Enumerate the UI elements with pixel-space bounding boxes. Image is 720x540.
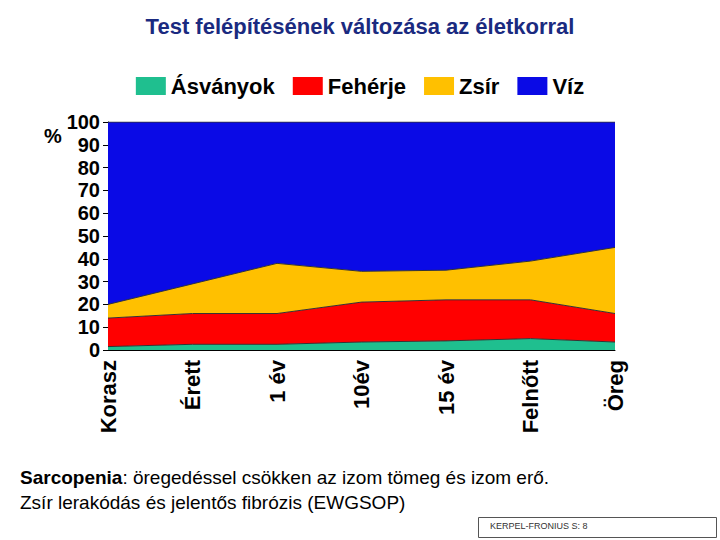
svg-text:100: 100 [67, 111, 100, 133]
svg-text:Korasz: Korasz [96, 360, 121, 433]
svg-text:KERPEL-FRONIUS S: 8: KERPEL-FRONIUS S: 8 [490, 521, 588, 531]
svg-text:30: 30 [78, 271, 100, 293]
svg-text:Víz: Víz [552, 74, 584, 99]
svg-text:70: 70 [78, 179, 100, 201]
svg-text:Test felépítésének változása a: Test felépítésének változása az életkorr… [146, 14, 575, 39]
svg-text:10év: 10év [349, 359, 374, 409]
svg-text:10: 10 [78, 316, 100, 338]
svg-text:0: 0 [89, 339, 100, 361]
svg-text:Sarcopenia: Sarcopenia [20, 467, 123, 488]
svg-text:90: 90 [78, 134, 100, 156]
svg-text:: öregedéssel csökken az izom: : öregedéssel csökken az izom tömeg és i… [122, 467, 549, 488]
svg-text:Fehérje: Fehérje [328, 74, 406, 99]
svg-text:60: 60 [78, 202, 100, 224]
svg-text:1 év: 1 év [265, 359, 290, 403]
svg-text:20: 20 [78, 293, 100, 315]
svg-text:Zsír lerakódás és jelentős fib: Zsír lerakódás és jelentős fibrózis (EWG… [20, 492, 405, 513]
svg-text:50: 50 [78, 225, 100, 247]
svg-text:Öreg: Öreg [603, 360, 628, 411]
svg-text:%: % [44, 125, 62, 147]
svg-text:80: 80 [78, 157, 100, 179]
svg-text:40: 40 [78, 248, 100, 270]
svg-text:Zsír: Zsír [459, 74, 500, 99]
svg-text:Felnőtt: Felnőtt [518, 359, 543, 433]
svg-text:Érett: Érett [180, 359, 205, 410]
svg-text:15 év: 15 év [434, 359, 459, 415]
svg-text:Ásványok: Ásványok [171, 74, 276, 99]
